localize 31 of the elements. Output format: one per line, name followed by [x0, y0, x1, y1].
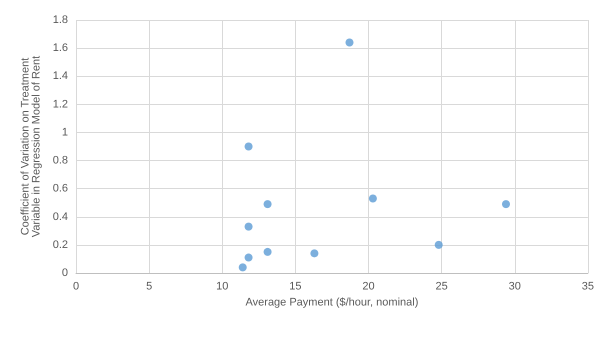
- point: [264, 248, 272, 256]
- y-tick-label: 1.4: [52, 70, 68, 82]
- x-axis-title: Average Payment ($/hour, nominal): [246, 296, 418, 308]
- x-tick-label: 35: [582, 280, 594, 292]
- point: [244, 142, 253, 150]
- y-tick-label: 1: [62, 126, 68, 138]
- x-tick-label: 20: [362, 280, 375, 292]
- y-tick-label: 0.6: [52, 182, 68, 195]
- y-axis-title: Coefficient of Variation on Treatment Variable in Regression Model of Rent: [19, 56, 42, 238]
- x-tick-label: 30: [508, 280, 521, 292]
- point: [310, 249, 318, 258]
- y-tick-label: 0.4: [52, 210, 68, 223]
- point: [434, 240, 443, 249]
- point: [244, 254, 253, 262]
- x-tick-label: 10: [216, 280, 228, 292]
- y-tick-label: 0.2: [52, 238, 68, 251]
- x-tick-label: 15: [289, 280, 302, 292]
- y-tick-label: 1.2: [52, 98, 68, 110]
- y-tick-label: 1.8: [52, 14, 68, 26]
- point: [238, 263, 247, 272]
- point: [346, 38, 354, 46]
- y-tick-label: 1.6: [52, 42, 68, 54]
- x-tick-label: 25: [436, 280, 448, 292]
- point: [264, 200, 272, 208]
- point: [368, 194, 377, 203]
- point: [244, 222, 253, 231]
- y-tick-label: 0.8: [52, 154, 68, 167]
- x-tick-label: 0: [72, 280, 80, 292]
- y-tick-label: 0: [62, 267, 68, 279]
- x-tick-label: 5: [146, 280, 152, 292]
- point: [502, 200, 510, 208]
